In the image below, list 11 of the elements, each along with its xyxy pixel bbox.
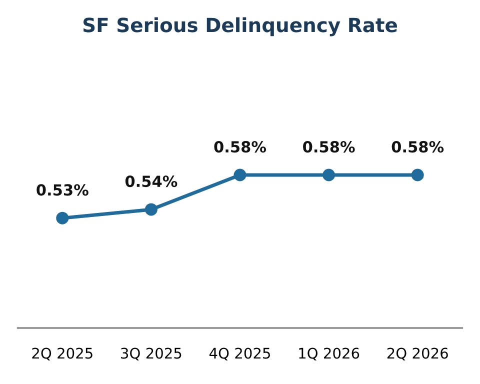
- data-label: 0.53%: [36, 184, 88, 196]
- x-tick-label: 3Q 2025: [121, 348, 182, 360]
- data-label: 0.54%: [125, 176, 178, 188]
- x-tick-label: 4Q 2025: [209, 348, 270, 360]
- x-tick-label: 2Q 2025: [32, 348, 92, 360]
- data-label: 0.58%: [392, 141, 444, 153]
- data-label: 0.58%: [303, 141, 355, 153]
- x-tick-label: 2Q 2026: [387, 348, 448, 360]
- chart-title: SF Serious Delinquency Rate: [83, 17, 397, 36]
- data-label: 0.58%: [214, 141, 266, 153]
- x-tick-label: 1Q 2026: [299, 348, 360, 360]
